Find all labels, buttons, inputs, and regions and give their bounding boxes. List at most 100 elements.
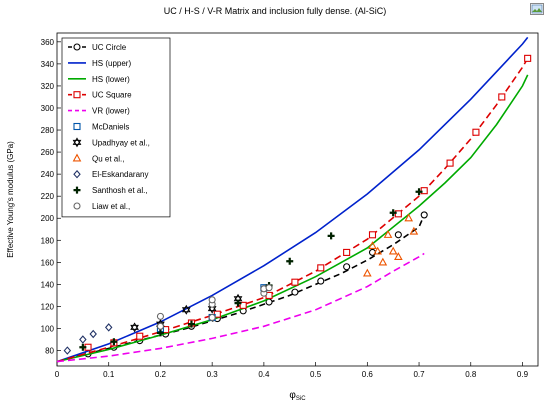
legend-marker-santhosh-et-al [73, 186, 81, 194]
y-tick-label: 320 [41, 82, 55, 91]
qu-et-al-point [362, 268, 372, 277]
upadhyay-et-al-point [130, 322, 139, 330]
legend-label-hs-upper: HS (upper) [92, 59, 131, 68]
y-tick-label: 180 [41, 236, 55, 245]
y-tick-label: 340 [41, 60, 55, 69]
liaw-et-al-point [208, 296, 216, 304]
upadhyay-et-al-point [181, 307, 191, 315]
y-tick-label: 120 [41, 302, 55, 311]
legend-marker-upadhyay-et-al [72, 137, 82, 145]
qu-et-al-point [383, 230, 393, 238]
legend-marker-upadhyay-et-al [72, 139, 82, 148]
x-tick-label: 0.3 [207, 370, 219, 379]
qu-et-al-point [409, 226, 419, 235]
plot-frame [56, 32, 539, 367]
santhosh-et-al-point [187, 320, 195, 328]
x-tick-label: 0.4 [258, 370, 270, 379]
y-tick-label: 160 [41, 258, 55, 267]
uc-square-point [472, 128, 480, 136]
liaw-et-al-point [156, 312, 164, 320]
upadhyay-et-al-point [233, 296, 243, 304]
uc-square-point [524, 54, 532, 62]
legend-label-liaw-et-al: Liaw et al., [92, 202, 130, 211]
qu-et-al-point [394, 252, 403, 260]
qu-et-al-point [388, 246, 398, 255]
santhosh-et-al-point [79, 343, 87, 351]
y-tick-label: 260 [41, 148, 55, 157]
legend-marker-uc-square [73, 91, 81, 99]
y-tick-label: 200 [41, 214, 55, 223]
qu-et-al-point [404, 213, 414, 222]
uc-square-point [446, 159, 454, 167]
legend-label-el-eskandarany: El-Eskandarany [92, 170, 148, 179]
y-tick-label: 280 [41, 126, 55, 135]
uc-circle-point [317, 277, 325, 285]
santhosh-et-al-point [389, 209, 397, 217]
legend-label-uc-square: UC Square [92, 91, 132, 100]
santhosh-et-al-point [415, 188, 423, 196]
uc-square-point [420, 187, 428, 195]
uc-circle-point [343, 263, 351, 271]
x-tick-label: 0.7 [413, 370, 425, 379]
uc-square-point [343, 248, 351, 256]
uc-circle-point [394, 231, 402, 239]
legend-marker-el-eskandarany [73, 169, 81, 179]
x-tick-label: 0.5 [310, 370, 322, 379]
y-tick-label: 300 [41, 104, 55, 113]
y-tick-label: 220 [41, 192, 55, 201]
santhosh-et-al-point [327, 232, 335, 240]
y-axis-label: Effective Young's modulus (GPa) [6, 141, 15, 258]
santhosh-et-al-point [110, 338, 118, 346]
legend-label-uc-circle: UC Circle [92, 43, 127, 52]
liaw-et-al-point [265, 284, 273, 292]
uc-circle-point [291, 288, 299, 296]
upadhyay-et-al-point [130, 324, 139, 333]
x-axis-label: φSiC [289, 390, 306, 402]
legend-marker-liaw-et-al [73, 202, 81, 210]
legend-label-santhosh-et-al: Santhosh et al., [92, 186, 148, 195]
vr-lower-line [56, 252, 425, 363]
santhosh-et-al-point [286, 257, 294, 265]
chart-title: UC / H-S / V-R Matrix and inclusion full… [163, 6, 387, 16]
santhosh-et-al-point [156, 329, 164, 337]
qu-et-al-point [368, 241, 377, 249]
image-export-icon[interactable] [530, 2, 544, 20]
uc-circle-point [420, 211, 428, 219]
x-tick-label: 0.2 [155, 370, 167, 379]
uc-square-point [498, 93, 506, 101]
uc-square-point [394, 210, 402, 218]
liaw-et-al-point [156, 322, 164, 330]
y-tick-label: 240 [41, 170, 55, 179]
legend-label-vr-lower: VR (lower) [92, 107, 130, 116]
legend-marker-qu-et-al [72, 153, 82, 162]
legend-label-qu-et-al: Qu et al., [92, 154, 124, 163]
el-eskandarany-point [89, 329, 97, 339]
uc-square-point [291, 278, 299, 286]
uc-square-line [56, 57, 529, 363]
el-eskandarany-point [79, 335, 87, 344]
x-tick-label: 0.1 [103, 370, 115, 379]
uc-square-point [317, 264, 325, 272]
qu-et-al-point [373, 246, 382, 255]
legend-label-upadhyay-et-al: Upadhyay et al., [92, 138, 150, 147]
uc-square-point [368, 231, 377, 239]
legend-label-mcdaniels: McDaniels [92, 123, 129, 132]
santhosh-et-al-point [234, 299, 242, 307]
uc-square-point [239, 301, 247, 309]
qu-et-al-point [378, 257, 388, 266]
legend-marker-uc-circle [73, 43, 81, 51]
y-tick-label: 140 [41, 280, 55, 289]
upadhyay-et-al-point [181, 304, 191, 313]
legend-label-hs-lower: HS (lower) [92, 75, 130, 84]
legend-marker-mcdaniels [73, 122, 81, 131]
el-eskandarany-point [104, 323, 113, 332]
x-tick-label: 0.9 [517, 370, 529, 379]
uc-square-point [136, 332, 144, 340]
x-tick-label: 0 [55, 370, 60, 379]
y-tick-label: 360 [41, 38, 55, 47]
liaw-et-al-point [208, 313, 216, 322]
hs-upper-line [56, 36, 529, 363]
el-eskandarany-point [63, 346, 72, 355]
x-tick-label: 0.6 [362, 370, 374, 379]
